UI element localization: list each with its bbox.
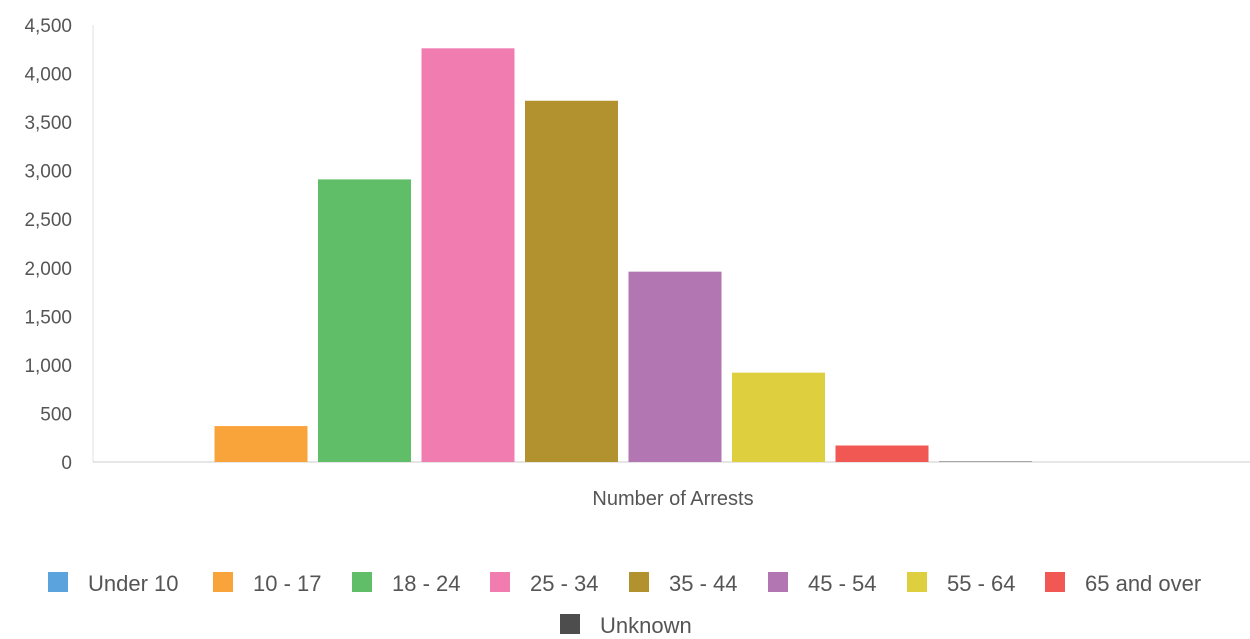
legend-item[interactable]: 55 - 64 bbox=[907, 571, 1016, 596]
legend-item[interactable]: Unknown bbox=[560, 613, 692, 638]
legend-label: 18 - 24 bbox=[392, 571, 461, 596]
legend-swatch bbox=[1045, 572, 1065, 592]
x-axis-title: Number of Arrests bbox=[592, 488, 753, 510]
legend-label: 45 - 54 bbox=[808, 571, 877, 596]
bar-55-64[interactable] bbox=[732, 372, 825, 462]
legend-swatch bbox=[352, 572, 372, 592]
legend-label: 25 - 34 bbox=[530, 571, 599, 596]
bars bbox=[214, 48, 1032, 462]
legend-item[interactable]: 35 - 44 bbox=[629, 571, 738, 596]
y-tick-label: 4,500 bbox=[24, 16, 72, 37]
legend-swatch bbox=[907, 572, 927, 592]
legend-item[interactable]: 45 - 54 bbox=[768, 571, 877, 596]
bar-45-54[interactable] bbox=[628, 271, 722, 462]
y-tick-label: 2,500 bbox=[24, 210, 72, 231]
bar-65-and-over[interactable] bbox=[835, 445, 929, 462]
legend-label: 55 - 64 bbox=[947, 571, 1016, 596]
legend-swatch bbox=[629, 572, 649, 592]
bar-25-34[interactable] bbox=[421, 48, 515, 462]
bar-18-24[interactable] bbox=[318, 179, 411, 462]
legend-label: Under 10 bbox=[88, 571, 179, 596]
y-axis-labels: 0 500 1,000 1,500 2,000 2,500 3,000 3,500 4,000 4… bbox=[24, 16, 72, 474]
legend-swatch bbox=[560, 614, 580, 634]
y-tick-label: 3,500 bbox=[24, 113, 72, 134]
legend-label: Unknown bbox=[600, 613, 692, 638]
bar-10-17[interactable] bbox=[214, 426, 308, 462]
legend-swatch bbox=[768, 572, 788, 592]
y-tick-label: 1,000 bbox=[24, 356, 72, 377]
legend-swatch bbox=[48, 572, 68, 592]
y-tick-label: 1,500 bbox=[24, 307, 72, 328]
y-tick-label: 500 bbox=[40, 404, 72, 425]
y-tick-label: 3,000 bbox=[24, 162, 72, 183]
legend-label: 35 - 44 bbox=[669, 571, 738, 596]
y-tick-label: 4,000 bbox=[24, 65, 72, 86]
legend-label: 10 - 17 bbox=[253, 571, 322, 596]
bar-35-44[interactable] bbox=[525, 100, 618, 462]
y-tick-label: 0 bbox=[61, 453, 72, 474]
y-tick-label: 2,000 bbox=[24, 259, 72, 280]
legend-item[interactable]: 18 - 24 bbox=[352, 571, 461, 596]
legend-label: 65 and over bbox=[1085, 571, 1201, 596]
legend-item[interactable]: Under 10 bbox=[48, 571, 179, 596]
legend-swatch bbox=[213, 572, 233, 592]
legend: Under 10 10 - 17 18 - 24 25 - 34 35 - 44 45 -… bbox=[48, 571, 1201, 638]
legend-item[interactable]: 65 and over bbox=[1045, 571, 1201, 596]
legend-swatch bbox=[490, 572, 510, 592]
legend-item[interactable]: 25 - 34 bbox=[490, 571, 599, 596]
legend-item[interactable]: 10 - 17 bbox=[213, 571, 322, 596]
